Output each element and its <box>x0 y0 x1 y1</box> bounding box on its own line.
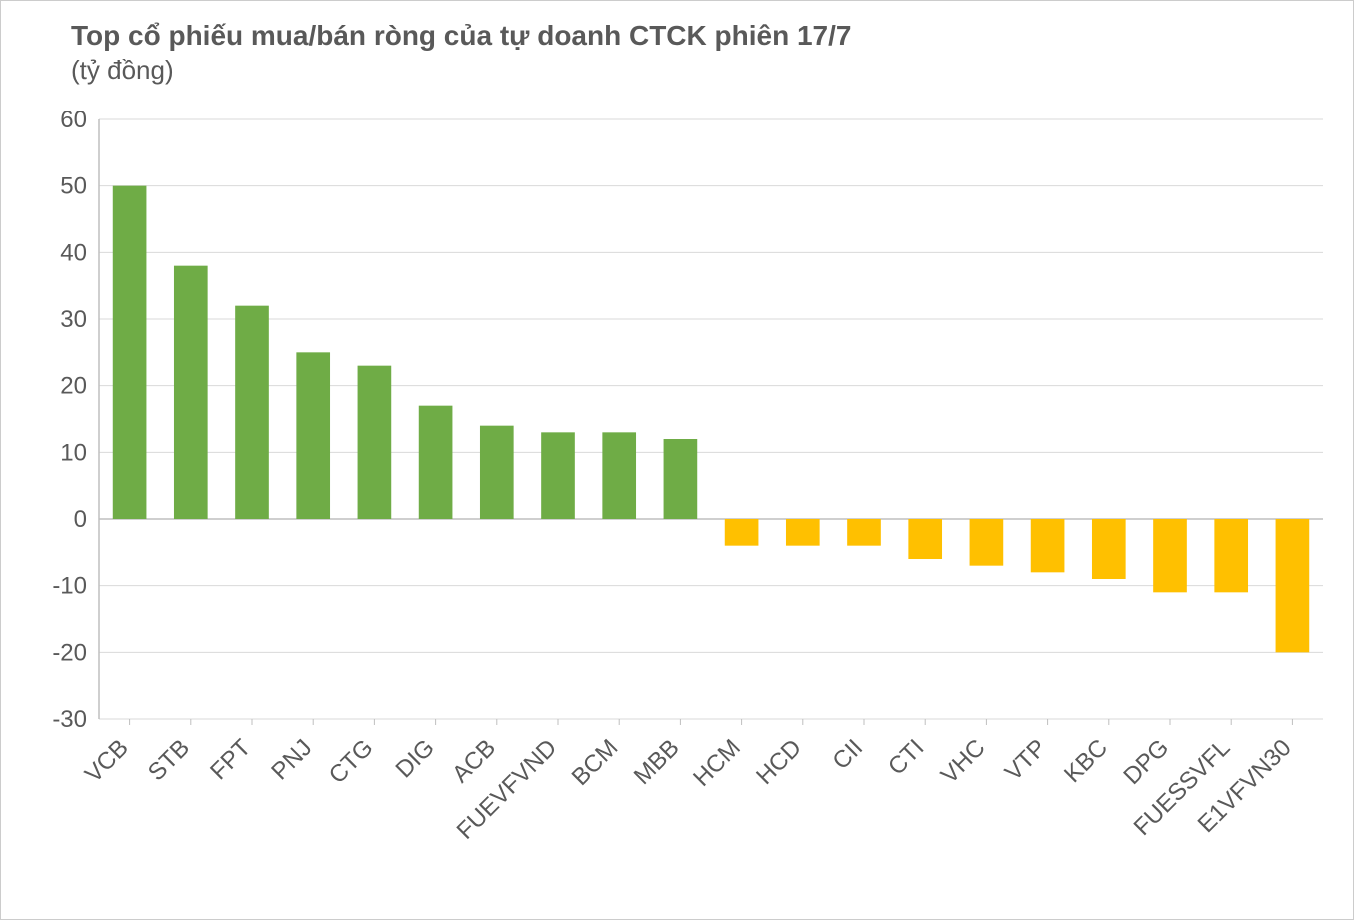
bar <box>296 352 330 519</box>
y-axis-tick-label: -30 <box>52 706 87 733</box>
bar <box>970 519 1004 566</box>
x-axis-category-label: PNJ <box>266 734 317 785</box>
x-axis-category-label: VTP <box>1000 734 1052 786</box>
bar <box>908 519 942 559</box>
y-axis-tick-label: 30 <box>60 306 87 333</box>
bar <box>480 426 514 519</box>
chart-frame: Top cổ phiếu mua/bán ròng của tự doanh C… <box>0 0 1354 920</box>
x-axis-category-label: CTG <box>324 734 379 789</box>
x-axis-category-label: HCM <box>688 734 746 792</box>
y-axis-tick-label: 10 <box>60 439 87 466</box>
x-axis-category-label: FPT <box>205 734 256 785</box>
bar <box>1153 519 1187 592</box>
x-axis-category-label: DIG <box>391 734 440 783</box>
y-axis-tick-label: 20 <box>60 373 87 400</box>
x-axis-category-label: HCD <box>751 734 807 790</box>
x-axis-category-label: CTI <box>883 734 929 780</box>
bar <box>602 432 636 519</box>
bar <box>786 519 820 546</box>
x-axis-category-label: DPG <box>1118 734 1174 790</box>
bar-chart-svg: -30 -20 -10 0 10 20 30 40 50 60 VCBSTBFPTPNJCTGDIG… <box>21 111 1333 899</box>
bar <box>1214 519 1248 592</box>
chart-titles: Top cổ phiếu mua/bán ròng của tự doanh C… <box>71 19 851 86</box>
y-axis-tick-label: 60 <box>60 111 87 133</box>
x-axis-category-label: MBB <box>629 734 685 790</box>
bar <box>847 519 881 546</box>
x-axis-category-label: CII <box>827 734 868 775</box>
bar <box>1031 519 1065 572</box>
y-axis-tick-label: 50 <box>60 173 87 200</box>
x-axis-category-label: VHC <box>936 734 991 789</box>
bar <box>235 306 269 519</box>
bar <box>419 406 453 519</box>
x-axis-category-label: VCB <box>80 734 134 788</box>
bar <box>113 186 147 519</box>
bar <box>174 266 208 519</box>
bar <box>725 519 759 546</box>
y-axis-tick-label: -20 <box>52 639 87 666</box>
x-axis-category-label: ACB <box>447 734 501 788</box>
y-axis-tick-label: -10 <box>52 573 87 600</box>
bar <box>358 366 392 519</box>
bar <box>664 439 698 519</box>
x-axis-category-label: STB <box>143 734 195 786</box>
y-axis-tick-label: 40 <box>60 239 87 266</box>
bar <box>1276 519 1310 652</box>
x-axis-category-label: BCM <box>567 734 624 791</box>
plot-area: -30 -20 -10 0 10 20 30 40 50 60 VCBSTBFPTPNJCTGDIG… <box>21 111 1333 899</box>
chart-title: Top cổ phiếu mua/bán ròng của tự doanh C… <box>71 19 851 53</box>
bar <box>1092 519 1126 579</box>
bar <box>541 432 575 519</box>
chart-subtitle: (tỷ đồng) <box>71 55 851 86</box>
y-axis-tick-label: 0 <box>74 506 87 533</box>
x-axis-category-label: KBC <box>1059 734 1113 788</box>
